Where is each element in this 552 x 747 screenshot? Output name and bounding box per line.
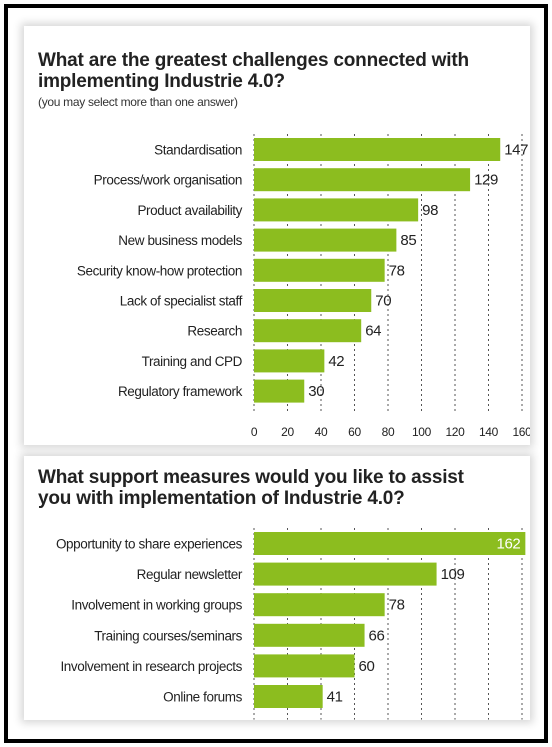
category-label: Lack of specialist staff <box>120 294 243 309</box>
category-label: Online forums <box>163 690 242 705</box>
category-label: Involvement in research projects <box>60 659 242 674</box>
bar <box>254 685 323 708</box>
tick-label: 40 <box>315 425 328 439</box>
data-label: 64 <box>365 323 381 340</box>
figure-frame: What are the greatest challenges connect… <box>4 4 548 743</box>
bar <box>254 198 419 222</box>
category-label: Regular newsletter <box>137 567 243 582</box>
bar <box>254 168 471 192</box>
data-label: 85 <box>400 232 416 249</box>
bar <box>254 138 501 161</box>
data-label: 129 <box>474 172 498 189</box>
category-label: Involvement in working groups <box>71 598 242 613</box>
category-label: Research <box>187 324 242 339</box>
chart-1-title: What are the greatest challenges connect… <box>38 50 469 92</box>
data-label: 60 <box>359 658 375 675</box>
category-label: Standardisation <box>154 143 242 158</box>
data-label: 109 <box>441 566 465 583</box>
category-label: Training and CPD <box>142 354 243 369</box>
category-label: Process/work organisation <box>94 173 242 188</box>
tick-label: 120 <box>445 425 465 439</box>
bar <box>254 289 372 312</box>
chart-2-title: What support measures would you like to … <box>38 467 464 509</box>
data-label: 42 <box>328 353 344 370</box>
tick-label: 60 <box>348 425 361 439</box>
category-label: Training courses/seminars <box>94 628 242 643</box>
bar <box>254 654 355 678</box>
bar <box>254 593 385 617</box>
data-label: 30 <box>308 383 324 400</box>
challenges-panel: What are the greatest challenges connect… <box>24 26 530 445</box>
category-label: Regulatory framework <box>118 384 243 399</box>
bar <box>254 319 362 343</box>
tick-label: 140 <box>479 425 499 439</box>
data-label: 147 <box>504 142 528 159</box>
bar <box>254 228 397 252</box>
bar <box>254 532 526 555</box>
tick-label: 160 <box>512 425 530 439</box>
chart-2-title-line-2: you with implementation of Industrie 4.0… <box>38 488 405 509</box>
data-label: 162 <box>497 536 521 553</box>
bar <box>254 623 365 647</box>
support-measures-bar-chart: Opportunity to share experiences 162 Regul… <box>56 528 526 720</box>
data-label: 78 <box>389 262 405 279</box>
category-label: Product availability <box>137 203 242 218</box>
data-label: 78 <box>389 597 405 614</box>
chart-1-subtitle: (you may select more than one answer) <box>38 95 238 109</box>
tick-label: 20 <box>281 425 294 439</box>
tick-label: 100 <box>412 425 432 439</box>
bar <box>254 258 385 282</box>
data-label: 98 <box>422 202 438 219</box>
data-label: 70 <box>375 293 391 310</box>
chart-1-title-line-1: What are the greatest challenges connect… <box>38 50 469 71</box>
data-label: 66 <box>369 627 385 644</box>
chart-1-title-line-2: implementing Industrie 4.0? <box>38 71 285 92</box>
category-label: Security know-how protection <box>77 263 242 278</box>
challenges-bar-chart: Standardisation 147 Process/work organisat… <box>77 134 530 439</box>
support-measures-panel: What support measures would you like to … <box>24 456 530 720</box>
bar <box>254 349 325 373</box>
chart-2-title-line-1: What support measures would you like to … <box>38 467 464 488</box>
data-label: 41 <box>327 689 343 706</box>
category-label: Opportunity to share experiences <box>56 537 243 552</box>
bar <box>254 562 437 586</box>
tick-label: 0 <box>251 425 258 439</box>
bar <box>254 379 305 403</box>
category-label: New business models <box>118 233 242 248</box>
tick-label: 80 <box>382 425 395 439</box>
